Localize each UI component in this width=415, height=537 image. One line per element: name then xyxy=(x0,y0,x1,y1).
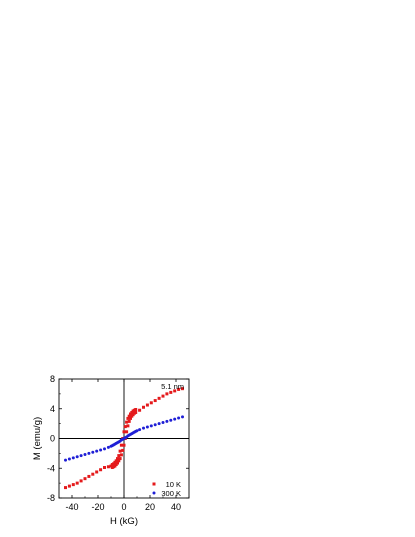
data-point-10k xyxy=(125,420,129,424)
data-point-10k xyxy=(130,414,134,418)
data-point-10k xyxy=(149,401,153,405)
data-point-300k xyxy=(149,424,153,428)
legend: 10 K 300 K xyxy=(152,480,181,498)
data-point-10k xyxy=(126,416,130,420)
data-point-10k xyxy=(75,481,79,485)
x-tick-label: 0 xyxy=(121,502,126,512)
data-point-300k xyxy=(138,428,142,432)
data-point-10k xyxy=(71,483,75,487)
data-point-10k xyxy=(106,465,110,469)
data-point-10k xyxy=(103,466,106,470)
data-point-10k xyxy=(123,425,127,429)
y-tick-label: 4 xyxy=(50,404,55,414)
data-point-300k xyxy=(165,419,169,423)
data-point-10k xyxy=(116,457,119,461)
data-point-300k xyxy=(64,458,67,462)
data-point-10k xyxy=(117,454,121,458)
labels: H (kG) M (emu/g) 5.1 nm xyxy=(32,382,184,527)
data-point-300k xyxy=(91,450,95,454)
data-point-300k xyxy=(161,421,165,425)
data-point-10k xyxy=(118,457,122,461)
legend-marker-300k xyxy=(152,491,156,495)
data-point-10k xyxy=(117,459,121,463)
data-point-10k xyxy=(177,387,181,391)
data-point-10k xyxy=(145,403,149,407)
data-point-10k xyxy=(122,443,126,447)
data-point-300k xyxy=(181,415,184,419)
data-point-10k xyxy=(119,443,123,447)
legend-marker-10k xyxy=(152,482,156,486)
data-point-10k xyxy=(99,468,103,472)
data-point-10k xyxy=(119,453,123,457)
data-point-10k xyxy=(114,459,118,463)
y-tick-label: -8 xyxy=(47,493,55,503)
data-point-300k xyxy=(103,447,106,451)
data-point-10k xyxy=(165,392,169,396)
data-point-300k xyxy=(142,426,145,430)
y-axis-label: M (emu/g) xyxy=(32,417,43,460)
data-point-10k xyxy=(64,486,67,490)
data-point-10k xyxy=(142,405,145,409)
legend-label-10k: 10 K xyxy=(166,480,181,489)
data-point-10k xyxy=(173,389,177,393)
x-tick-label: -40 xyxy=(65,502,78,512)
y-tick-label: 0 xyxy=(50,434,55,444)
data-point-300k xyxy=(177,416,181,420)
data-point-10k xyxy=(129,416,132,420)
data-point-10k xyxy=(126,424,130,428)
data-point-300k xyxy=(75,455,79,459)
legend-label-300k: 300 K xyxy=(161,489,181,498)
data-point-300k xyxy=(71,456,75,460)
data-point-10k xyxy=(91,472,95,476)
data-point-300k xyxy=(83,452,87,456)
x-axis-label: H (kG) xyxy=(110,516,138,527)
data-point-300k xyxy=(87,451,91,455)
data-point-300k xyxy=(95,449,99,453)
data-point-300k xyxy=(145,425,149,429)
data-point-10k xyxy=(181,387,184,391)
data-point-10k xyxy=(134,407,138,411)
data-point-10k xyxy=(122,430,126,434)
x-tick-label: 40 xyxy=(171,502,181,512)
data-point-300k xyxy=(157,422,161,426)
x-tick-label: 20 xyxy=(145,502,155,512)
data-point-10k xyxy=(121,448,125,452)
data-point-10k xyxy=(83,477,87,481)
data-point-10k xyxy=(110,466,114,470)
data-point-10k xyxy=(67,484,71,488)
data-point-10k xyxy=(87,474,91,478)
data-point-300k xyxy=(135,429,139,433)
data-point-300k xyxy=(99,448,103,452)
data-point-300k xyxy=(67,457,71,461)
data-point-10k xyxy=(161,394,165,398)
data-point-10k xyxy=(127,414,131,418)
data-point-10k xyxy=(169,390,173,394)
data-point-10k xyxy=(138,408,142,412)
size-annotation: 5.1 nm xyxy=(161,382,184,391)
data-point-300k xyxy=(79,454,83,458)
data-point-300k xyxy=(153,423,157,427)
data-point-10k xyxy=(125,430,129,434)
data-point-10k xyxy=(157,396,161,400)
x-tick-label: -20 xyxy=(91,502,104,512)
data-point-10k xyxy=(118,449,122,453)
data-point-10k xyxy=(153,399,157,403)
y-tick-label: -4 xyxy=(47,463,55,473)
data-point-10k xyxy=(95,470,99,474)
data-point-10k xyxy=(127,419,131,423)
data-points xyxy=(64,387,184,490)
data-point-10k xyxy=(79,479,83,483)
data-point-300k xyxy=(169,418,173,422)
data-point-300k xyxy=(173,417,177,421)
y-tick-label: 8 xyxy=(50,374,55,384)
data-point-300k xyxy=(106,445,110,449)
